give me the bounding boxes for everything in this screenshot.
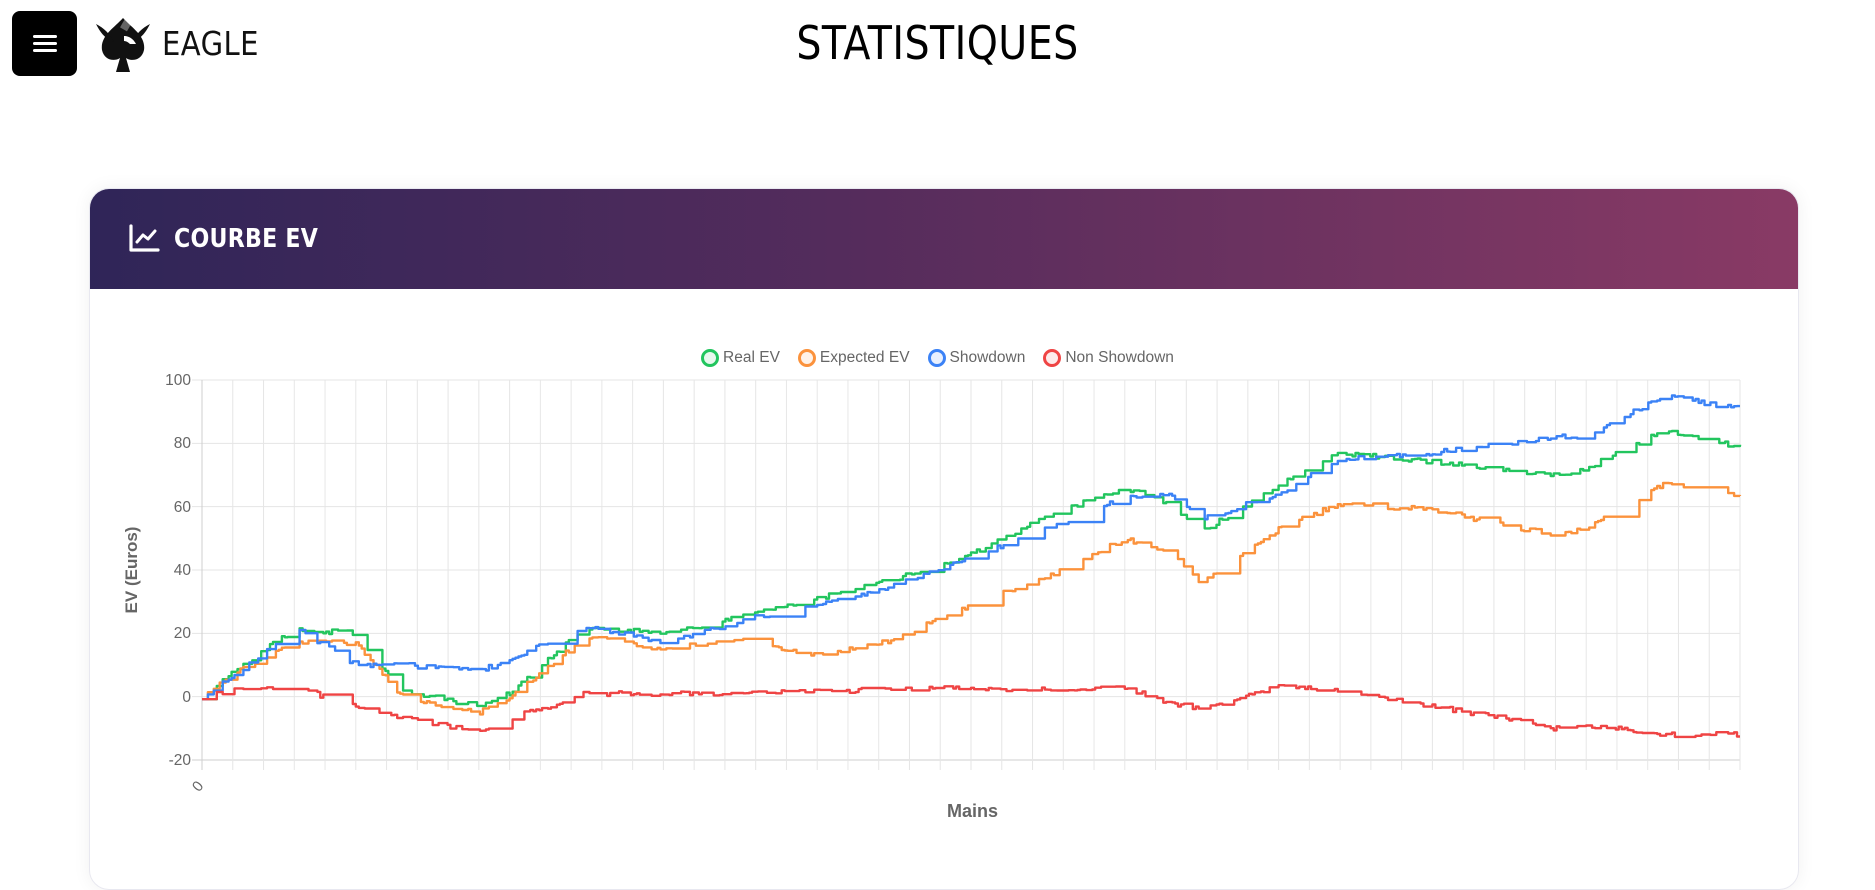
series-line-real-ev[interactable] [202,429,1742,708]
brand-name: EAGLE [162,24,259,63]
line-chart-icon [129,224,160,252]
eagle-spade-logo-icon [96,18,150,72]
series-line-expected-ev[interactable] [202,481,1742,716]
card-header: COURBE EV [90,189,1798,289]
ev-curve-card: COURBE EV [89,188,1799,890]
series-line-showdown[interactable] [202,394,1740,701]
series-line-non-showdown[interactable] [202,684,1740,739]
menu-button[interactable] [12,11,77,76]
page-title: STATISTIQUES [796,16,1079,70]
plot-area[interactable] [0,0,1875,833]
hamburger-icon [32,31,57,56]
ev-chart: Real EV Expected EV Showdown Non Showdow… [0,0,1875,833]
card-title: COURBE EV [174,224,319,254]
